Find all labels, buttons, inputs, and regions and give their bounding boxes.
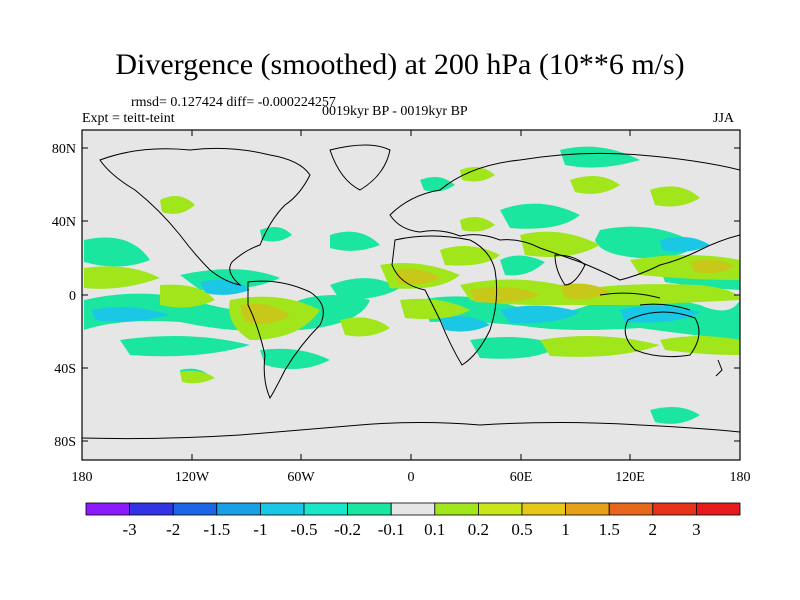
colorbar-label: 1.5 — [598, 520, 620, 539]
colorbar-swatch — [608, 502, 654, 516]
colorbar-label: -1 — [253, 520, 268, 539]
colorbar-swatch — [477, 502, 523, 516]
lat-ticks — [82, 147, 740, 442]
colorbar-label: 0.1 — [424, 520, 446, 539]
colorbar-swatch — [347, 502, 392, 516]
lat-label-80s: 80S — [54, 435, 76, 450]
lat-label-0: 0 — [69, 289, 76, 304]
colorbar — [85, 502, 741, 516]
colorbar-label: -0.5 — [290, 520, 318, 539]
colorbar-swatch — [216, 502, 261, 516]
lon-label-180e: 180 — [730, 470, 751, 485]
coastlines — [82, 144, 740, 440]
lon-label-120w: 120W — [175, 470, 210, 485]
colorbar-label: 3 — [692, 520, 701, 539]
colorbar-swatch — [390, 502, 436, 516]
colorbar-label: 0.2 — [467, 520, 490, 539]
lat-label-40n: 40N — [52, 215, 76, 230]
season-label: JJA — [713, 111, 735, 126]
lon-label-180w: 180 — [72, 470, 93, 485]
lon-label-60w: 60W — [287, 470, 315, 485]
colorbar-swatch — [565, 502, 610, 516]
colorbar-label: 2 — [648, 520, 658, 539]
experiment-label: Expt = teitt-teint — [82, 111, 175, 126]
colorbar-swatch — [434, 502, 479, 516]
map-title: Divergence (smoothed) at 200 hPa (10**6 … — [115, 48, 685, 81]
colorbar-swatch — [85, 502, 130, 516]
period-label: 0019kyr BP - 0019kyr BP — [322, 104, 468, 119]
colorbar-swatch — [652, 502, 697, 516]
colorbar-label: -1.5 — [203, 520, 231, 539]
lon-label-0: 0 — [408, 470, 415, 485]
strong-positive-divergence-areas — [240, 259, 735, 324]
stats-line: rmsd= 0.127424 diff= -0.000224257 — [131, 95, 336, 110]
colorbar-swatch — [521, 502, 566, 516]
colorbar-label: 0.5 — [511, 520, 533, 539]
colorbar-label: 1 — [561, 520, 570, 539]
strong-negative-divergence-areas — [92, 236, 710, 332]
lon-label-120e: 120E — [615, 470, 645, 485]
colorbar-label: -0.1 — [377, 520, 405, 539]
colorbar-swatch — [172, 502, 218, 516]
colorbar-label: -2 — [166, 520, 181, 539]
lat-label-40s: 40S — [54, 362, 76, 377]
colorbar-label: -3 — [122, 520, 137, 539]
colorbar-swatch — [696, 502, 741, 516]
lon-label-60e: 60E — [510, 470, 533, 485]
colorbar-swatch — [259, 502, 305, 516]
lon-ticks — [81, 130, 741, 460]
colorbar-swatch — [129, 502, 174, 516]
divergence-field — [84, 146, 740, 424]
lat-label-80n: 80N — [52, 142, 76, 157]
colorbar-label: -0.2 — [334, 520, 362, 539]
colorbar-swatch — [303, 502, 348, 516]
